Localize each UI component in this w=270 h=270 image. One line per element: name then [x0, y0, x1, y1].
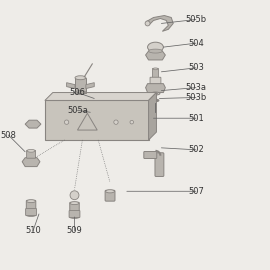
FancyBboxPatch shape [26, 200, 36, 216]
FancyBboxPatch shape [144, 151, 157, 158]
Ellipse shape [70, 202, 79, 205]
Text: 508: 508 [1, 130, 16, 140]
Text: 503a: 503a [185, 83, 207, 92]
Text: 505b: 505b [185, 15, 207, 24]
Text: 503: 503 [188, 63, 204, 72]
Text: 507: 507 [188, 187, 204, 196]
Ellipse shape [27, 149, 35, 152]
Polygon shape [22, 158, 40, 167]
Circle shape [65, 120, 69, 124]
FancyBboxPatch shape [70, 202, 79, 218]
Polygon shape [148, 93, 156, 140]
Text: 505a: 505a [67, 106, 88, 115]
Ellipse shape [75, 76, 86, 80]
Ellipse shape [70, 215, 79, 218]
Polygon shape [86, 83, 94, 89]
Ellipse shape [151, 92, 160, 95]
Text: 510: 510 [25, 226, 41, 235]
FancyBboxPatch shape [155, 153, 164, 177]
Polygon shape [67, 83, 75, 89]
Text: 509: 509 [67, 226, 82, 235]
Ellipse shape [27, 214, 35, 217]
FancyBboxPatch shape [26, 208, 36, 215]
FancyBboxPatch shape [150, 77, 161, 84]
Text: 501: 501 [188, 114, 204, 123]
Circle shape [130, 120, 134, 124]
Polygon shape [146, 84, 165, 93]
Text: 506: 506 [70, 88, 85, 97]
FancyBboxPatch shape [27, 150, 35, 158]
Text: 502: 502 [188, 145, 204, 154]
Polygon shape [45, 93, 156, 100]
Ellipse shape [27, 200, 35, 202]
Ellipse shape [75, 90, 86, 94]
Polygon shape [146, 51, 165, 60]
Ellipse shape [106, 190, 114, 193]
Ellipse shape [153, 93, 158, 94]
FancyBboxPatch shape [45, 100, 148, 140]
Polygon shape [147, 16, 173, 31]
Ellipse shape [152, 99, 159, 102]
Text: 504: 504 [188, 39, 204, 48]
Polygon shape [25, 120, 41, 128]
Ellipse shape [148, 49, 162, 53]
FancyBboxPatch shape [75, 78, 86, 93]
Ellipse shape [153, 68, 158, 70]
FancyBboxPatch shape [69, 211, 80, 217]
Text: 503b: 503b [185, 93, 207, 102]
FancyBboxPatch shape [105, 190, 115, 201]
Circle shape [145, 21, 150, 26]
FancyBboxPatch shape [153, 68, 158, 79]
Circle shape [70, 191, 79, 200]
Ellipse shape [148, 42, 163, 52]
Circle shape [114, 120, 118, 124]
